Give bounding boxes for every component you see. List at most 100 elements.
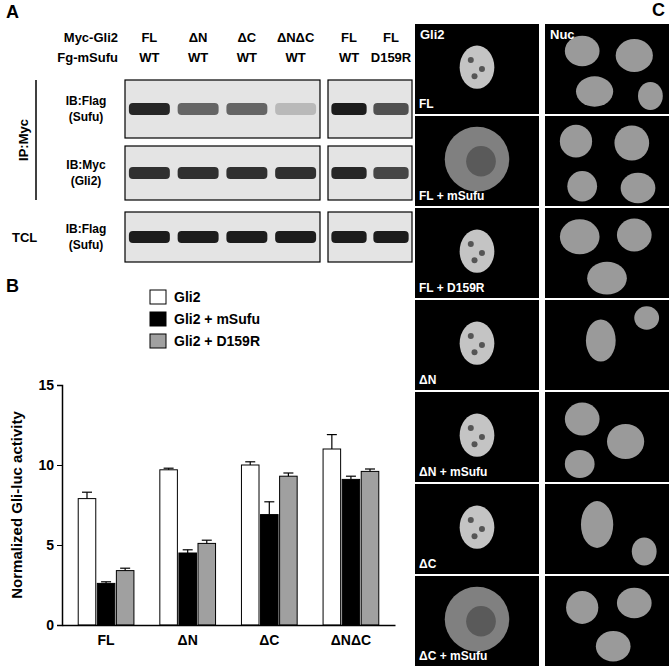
nucleus	[466, 146, 496, 177]
band	[373, 103, 408, 115]
nucleus	[460, 46, 495, 89]
legend-label: Gli2	[174, 289, 201, 305]
lane-label: FL	[341, 30, 357, 45]
legend: Gli2Gli2 + mSufuGli2 + D159R	[150, 289, 260, 349]
band	[331, 231, 366, 243]
error-cap	[264, 501, 274, 502]
nucleolus	[479, 434, 485, 440]
image-background	[545, 484, 669, 574]
column-header: Nuc	[550, 27, 575, 42]
micrograph	[545, 392, 669, 482]
nucleus	[460, 322, 495, 365]
error-cap	[327, 434, 337, 435]
micrograph	[545, 24, 669, 114]
micrograph	[545, 116, 669, 206]
image-label: FL	[419, 97, 434, 111]
lane-label: FL	[383, 30, 399, 45]
nucleolus	[468, 333, 474, 339]
error-cap	[183, 549, 193, 550]
bar	[97, 583, 115, 625]
blot-frame	[328, 146, 412, 200]
legend-swatch	[150, 290, 166, 304]
blot-label: IB:Flag	[66, 94, 107, 108]
panel-label: C	[652, 0, 665, 20]
image-background	[415, 24, 539, 114]
band	[275, 167, 316, 179]
nucleus	[617, 588, 652, 618]
error-cap	[164, 468, 174, 469]
nucleus	[617, 219, 652, 252]
bar	[280, 476, 298, 625]
row-header: Fg-mSufu	[57, 50, 118, 65]
image-background	[545, 116, 669, 206]
section-label: TCL	[12, 230, 37, 245]
image-background	[545, 208, 669, 298]
bars	[78, 435, 379, 625]
error-bar	[202, 540, 212, 543]
nucleolus	[479, 66, 485, 72]
band	[129, 103, 170, 115]
tick: 5	[46, 537, 62, 553]
band	[331, 167, 366, 179]
tick-label: ΔN	[178, 632, 198, 648]
band	[178, 231, 219, 243]
axis-title: Normalized Gli-luc activity	[8, 411, 25, 599]
nucleus	[566, 591, 598, 624]
micrograph	[545, 208, 669, 298]
lane-label: ΔN	[189, 30, 208, 45]
tick-mark	[57, 545, 62, 546]
image-label: ΔC + mSufu	[419, 649, 487, 663]
nucleus	[614, 125, 649, 160]
legend-swatch	[150, 312, 166, 326]
error-bar	[365, 469, 375, 471]
nucleus	[565, 450, 595, 478]
band	[373, 167, 408, 179]
lane-label: ΔC	[238, 30, 257, 45]
error-stem	[269, 502, 270, 515]
micrograph	[545, 484, 669, 574]
micrograph	[545, 576, 669, 666]
image-background	[415, 116, 539, 206]
micrograph: ΔC	[415, 484, 539, 574]
tick-mark	[57, 625, 62, 626]
bar	[179, 553, 197, 625]
error-bar	[101, 582, 111, 584]
micrograph: FL + mSufu	[415, 116, 539, 206]
bar	[160, 470, 178, 625]
row-header: Myc-Gli2	[64, 30, 118, 45]
error-cap	[82, 492, 92, 493]
error-bar	[283, 473, 293, 476]
panel-label: B	[6, 276, 19, 296]
error-cap	[346, 476, 356, 477]
nucleolus	[472, 257, 478, 263]
nucleus	[621, 173, 656, 203]
blot-label: (Sufu)	[69, 238, 104, 252]
nucleus	[576, 76, 613, 106]
lane-label: WT	[339, 50, 359, 65]
nucleus	[581, 501, 613, 548]
axis-line	[57, 386, 63, 626]
figure: ABCMyc-Gli2FLΔNΔCΔNΔCFLFLFg-mSufuWTWTWTW…	[0, 0, 670, 671]
lane-label: WT	[139, 50, 159, 65]
x-axis: FLΔNΔCΔNΔC	[63, 625, 396, 648]
nucleolus	[472, 533, 478, 539]
tick-label: ΔNΔC	[331, 632, 371, 648]
panel-a: Myc-Gli2FLΔNΔCΔNΔCFLFLFg-mSufuWTWTWTWTWT…	[12, 30, 412, 262]
image-background	[545, 300, 669, 390]
bar	[261, 515, 279, 625]
error-bar	[346, 476, 356, 479]
image-background	[415, 576, 539, 666]
lane-label: WT	[237, 50, 257, 65]
nucleolus	[479, 526, 485, 532]
image-label: ΔC	[419, 557, 437, 571]
nucleus	[460, 506, 495, 549]
nucleolus	[479, 250, 485, 256]
nucleus	[586, 319, 616, 361]
error-bar	[327, 435, 337, 449]
micrograph: ΔN + mSufu	[415, 392, 539, 482]
nucleolus	[468, 425, 474, 431]
nucleolus	[468, 57, 474, 63]
error-bar	[183, 550, 193, 553]
blot-label: (Sufu)	[69, 110, 104, 124]
bar	[361, 471, 379, 625]
